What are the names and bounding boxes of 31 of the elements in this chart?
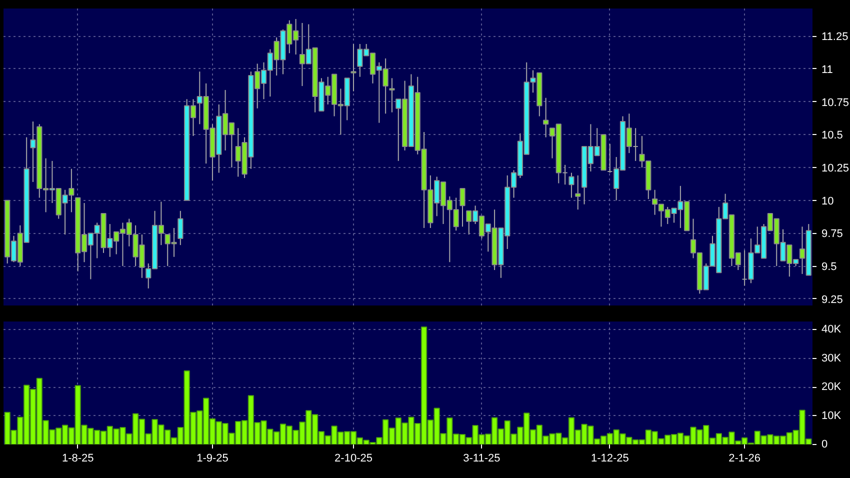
- y-tick-label: 11: [822, 64, 833, 76]
- y-tick-label: 10.25: [822, 162, 850, 175]
- candlestick: [389, 78, 395, 113]
- x-tick-label: 1-8-25: [62, 452, 94, 464]
- y-tick-label: 0: [822, 438, 828, 450]
- x-tick-label: 3-11-25: [463, 452, 500, 464]
- candlestick: [350, 43, 356, 92]
- y-tick-label: 10K: [822, 410, 842, 422]
- candlestick: [460, 188, 466, 228]
- y-tick-label: 40K: [822, 324, 842, 336]
- y-tick-label: 10.75: [822, 96, 850, 109]
- y-tick-label: 9.25: [822, 294, 843, 306]
- candlestick: [575, 174, 581, 210]
- candlestick: [607, 143, 613, 174]
- x-tick-label: 2-1-26: [728, 452, 760, 464]
- x-tick-label: 2-10-25: [334, 452, 372, 464]
- y-tick-label: 9.75: [822, 228, 843, 240]
- candlestick: [178, 210, 184, 246]
- x-tick-label: 1-12-25: [590, 452, 629, 464]
- candlestick: [568, 172, 574, 198]
- y-tick-label: 9.5: [822, 261, 837, 274]
- candlestick: [632, 128, 638, 162]
- candlestick: [543, 97, 549, 138]
- y-tick-label: 10.5: [822, 130, 843, 142]
- y-tick-label: 10: [822, 195, 834, 208]
- candlestick: [562, 164, 568, 186]
- y-tick-label: 30K: [822, 352, 842, 364]
- candlestick: [742, 250, 748, 286]
- y-tick-label: 11.25: [822, 31, 848, 44]
- y-tick-label: 20K: [822, 381, 842, 394]
- x-tick-label: 1-9-25: [196, 452, 228, 464]
